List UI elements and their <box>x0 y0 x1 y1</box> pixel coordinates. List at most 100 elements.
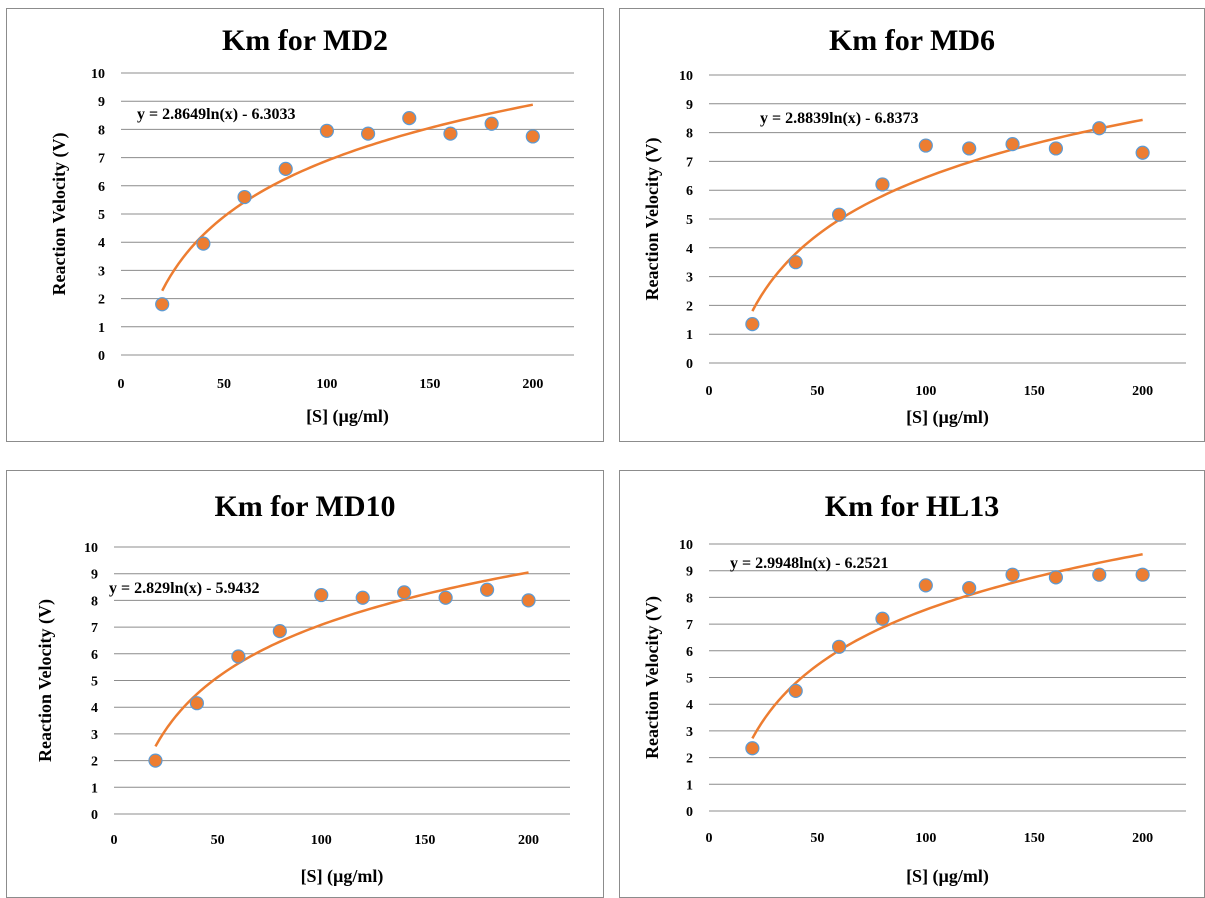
chart-panel-hl13: Km for HL13 0 1 2 3 4 5 6 7 8 9 10 0 50 100 150 200 [S] (… <box>619 470 1205 898</box>
x-tick-label: 200 <box>522 377 543 392</box>
y-tick-label: 0 <box>686 805 693 820</box>
y-tick-label: 9 <box>98 95 105 110</box>
y-tick-label: 6 <box>98 180 105 195</box>
y-tick-label: 7 <box>686 618 693 633</box>
y-tick-label: 8 <box>686 591 693 606</box>
x-tick-label: 100 <box>915 384 936 399</box>
chart-title: Km for MD6 <box>829 24 995 57</box>
chart-panel-md10: Km for MD10 0 1 2 3 4 5 6 7 8 9 10 0 50 100 150 200 [S] (… <box>6 470 604 898</box>
chart-title: Km for MD2 <box>222 24 388 57</box>
data-point <box>237 189 252 205</box>
trendline <box>161 103 534 292</box>
y-tick-label: 5 <box>686 213 693 228</box>
y-tick-label: 5 <box>686 672 693 687</box>
chart-panel-md2: Km for MD2 0 1 2 3 4 5 6 7 8 9 10 0 50 100 150 200 [S] (µ… <box>6 8 604 442</box>
data-point <box>788 255 803 270</box>
y-axis-label: Reaction Velocity (V) <box>642 596 663 759</box>
x-axis-label: [S] (µg/ml) <box>306 406 389 427</box>
data-point <box>1092 121 1107 136</box>
data-point <box>1048 141 1064 156</box>
x-tick-label: 150 <box>419 377 440 392</box>
x-tick-label: 50 <box>211 833 225 848</box>
data-point <box>525 129 540 144</box>
y-axis-label: Reaction Velocity (V) <box>35 599 56 762</box>
data-point <box>438 590 453 605</box>
y-tick-label: 2 <box>686 752 693 767</box>
data-point <box>1048 570 1064 585</box>
data-point <box>189 696 205 711</box>
x-tick-label: 200 <box>518 833 539 848</box>
y-tick-label: 0 <box>98 349 105 364</box>
data-point <box>479 582 495 597</box>
data-point <box>1135 567 1150 582</box>
y-tick-label: 5 <box>91 675 98 690</box>
x-tick-label: 150 <box>1024 831 1045 846</box>
trendline <box>751 553 1143 740</box>
data-point <box>745 741 760 756</box>
y-tick-label: 4 <box>91 701 98 716</box>
data-point <box>918 578 933 593</box>
y-tick-label: 7 <box>91 621 98 636</box>
data-point <box>319 123 335 138</box>
data-point <box>1005 137 1020 152</box>
y-tick-label: 7 <box>686 155 693 170</box>
data-point <box>962 580 977 596</box>
data-point <box>484 116 499 131</box>
trendline-equation: y = 2.9948ln(x) - 6.2521 <box>730 555 888 572</box>
trendline <box>154 571 529 748</box>
y-tick-label: 3 <box>686 725 693 740</box>
x-tick-label: 100 <box>316 377 337 392</box>
x-tick-label: 200 <box>1132 384 1153 399</box>
y-tick-label: 4 <box>686 698 693 713</box>
y-tick-label: 0 <box>91 808 98 823</box>
data-point <box>314 587 329 603</box>
y-tick-label: 0 <box>686 357 693 372</box>
trendline <box>751 118 1143 312</box>
y-tick-label: 10 <box>91 67 105 82</box>
y-axis-label: Reaction Velocity (V) <box>642 138 663 301</box>
y-tick-label: 9 <box>91 568 98 583</box>
y-tick-label: 3 <box>91 728 98 743</box>
y-axis-label: Reaction Velocity (V) <box>49 133 70 296</box>
data-point <box>1135 145 1150 160</box>
data-point <box>831 207 847 222</box>
data-point <box>196 236 211 251</box>
x-tick-label: 100 <box>915 831 936 846</box>
x-tick-label: 0 <box>118 377 125 392</box>
y-tick-label: 1 <box>686 328 693 343</box>
x-tick-label: 100 <box>311 833 332 848</box>
y-tick-label: 3 <box>686 271 693 286</box>
y-tick-label: 8 <box>91 594 98 609</box>
x-axis-label: [S] (µg/ml) <box>906 866 989 887</box>
data-point <box>831 639 847 654</box>
chart-title: Km for MD10 <box>214 490 395 523</box>
y-tick-label: 5 <box>98 208 105 223</box>
data-point <box>360 126 376 141</box>
x-tick-label: 0 <box>706 384 713 399</box>
y-tick-label: 4 <box>98 236 105 251</box>
trendline-equation: y = 2.8649ln(x) - 6.3033 <box>137 106 295 123</box>
x-tick-label: 150 <box>414 833 435 848</box>
x-tick-label: 50 <box>810 831 824 846</box>
chart-panel-md6: Km for MD6 0 1 2 3 4 5 6 7 8 9 10 0 50 100 150 200 [S] (µ… <box>619 8 1205 442</box>
y-tick-label: 2 <box>98 293 105 308</box>
x-axis-label: [S] (µg/ml) <box>906 407 989 428</box>
x-tick-label: 0 <box>706 831 713 846</box>
data-point <box>875 177 890 192</box>
data-point <box>148 753 163 768</box>
y-tick-label: 2 <box>686 299 693 314</box>
data-point <box>231 649 246 664</box>
data-point <box>402 111 417 126</box>
y-tick-label: 10 <box>84 541 98 556</box>
y-tick-label: 6 <box>686 184 693 199</box>
data-point <box>918 138 933 153</box>
data-point <box>155 297 170 312</box>
x-tick-label: 50 <box>810 384 824 399</box>
data-point <box>788 683 803 698</box>
y-tick-label: 1 <box>91 781 98 796</box>
trendline-equation: y = 2.8839ln(x) - 6.8373 <box>760 110 918 127</box>
